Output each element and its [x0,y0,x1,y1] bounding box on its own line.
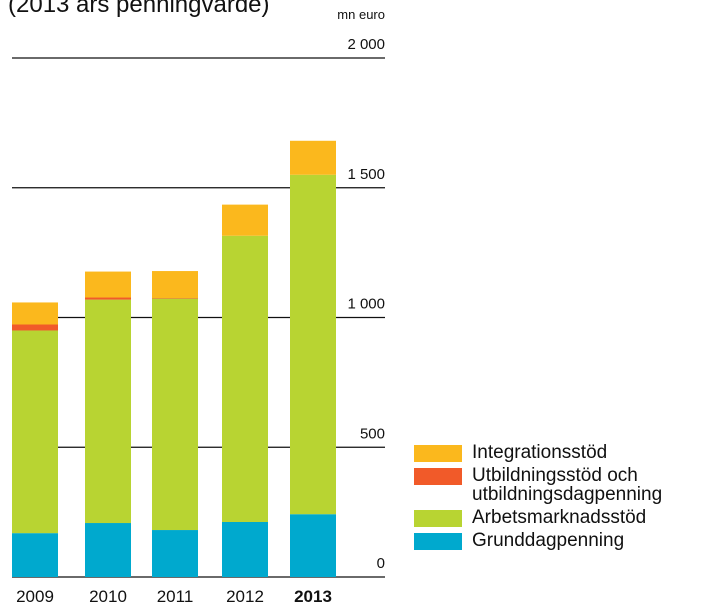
bar-segment [85,297,131,300]
bar-segment [152,298,198,299]
legend-item: Utbildningsstöd och utbildningsdagpennin… [414,466,704,504]
legend-item: Grunddagpenning [414,531,704,550]
legend-swatch [414,510,462,527]
legend-item: Integrationsstöd [414,443,704,462]
bar-segment [12,302,58,325]
bar-segment [12,324,58,331]
x-tick-label: 2012 [226,587,264,606]
y-tick-label: 1 500 [347,166,385,183]
x-tick-label: 2010 [89,587,127,606]
y-tick-label: 2 000 [347,36,385,53]
bar-segment [152,298,198,531]
legend-label: Arbetsmarknadsstöd [472,507,647,528]
x-tick-label: 2009 [16,587,54,606]
bar-segment [290,174,336,515]
legend-swatch [414,468,462,485]
bar-segment [85,271,131,298]
y-tick-label: 1 000 [347,296,385,313]
chart-subtitle: (2013 års penningvärde) [8,0,270,18]
x-tick-label: 2013 [294,587,332,606]
bar-segment [12,330,58,534]
bar-segment [290,514,336,577]
bar-segment [152,530,198,577]
bar-segment [152,271,198,299]
y-unit: mn euro [337,7,385,22]
legend-swatch [414,445,462,462]
x-tick-label: 2011 [157,587,194,606]
legend-item: Arbetsmarknadsstöd [414,508,704,527]
bar-segment [290,140,336,175]
bar-segment [222,521,268,577]
bar-segment [12,533,58,577]
y-tick-label: 0 [377,555,385,572]
legend-label: Utbildningsstöd och utbildningsdagpennin… [472,465,663,505]
legend-label: Grunddagpenning [472,530,625,551]
legend-label: Integrationsstöd [472,442,608,463]
bar-segment [222,235,268,522]
bar-segment [85,299,131,524]
bar-segment [85,523,131,577]
y-tick-label: 500 [360,425,385,442]
bar-segment [222,204,268,236]
legend: Integrationsstöd Utbildningsstöd och utbi… [414,443,704,554]
legend-swatch [414,533,462,550]
